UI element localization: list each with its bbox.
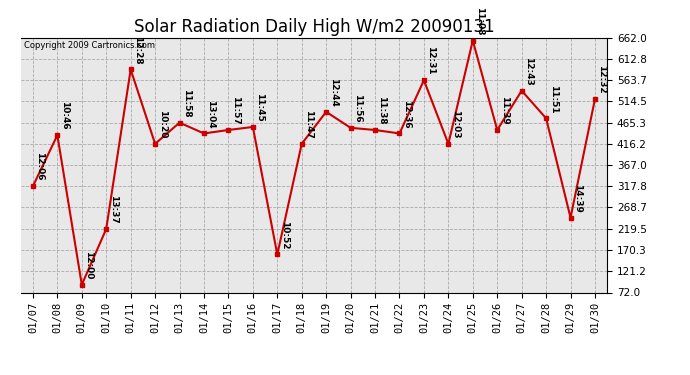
Text: 12:06: 12:06	[35, 153, 44, 181]
Text: 11:38: 11:38	[377, 96, 386, 125]
Text: 11:56: 11:56	[353, 94, 362, 123]
Text: 10:46: 10:46	[60, 101, 69, 130]
Text: 12:44: 12:44	[328, 78, 337, 106]
Text: 11:45: 11:45	[255, 93, 264, 122]
Text: 12:28: 12:28	[133, 36, 142, 64]
Text: 13:37: 13:37	[109, 195, 118, 224]
Text: 11:47: 11:47	[304, 110, 313, 139]
Text: 11:39: 11:39	[500, 96, 509, 125]
Text: 11:51: 11:51	[549, 84, 558, 113]
Text: 12:00: 12:00	[84, 251, 93, 279]
Text: 12:03: 12:03	[451, 110, 460, 139]
Text: 12:31: 12:31	[426, 46, 435, 75]
Text: 10:52: 10:52	[279, 221, 288, 249]
Title: Solar Radiation Daily High W/m2 20090131: Solar Radiation Daily High W/m2 20090131	[134, 18, 494, 36]
Text: 12:36: 12:36	[402, 100, 411, 128]
Text: 12:43: 12:43	[524, 57, 533, 86]
Text: 14:39: 14:39	[573, 184, 582, 213]
Text: 11:08: 11:08	[475, 7, 484, 35]
Text: 13:04: 13:04	[206, 100, 215, 128]
Text: 11:58: 11:58	[182, 89, 191, 117]
Text: 11:57: 11:57	[231, 96, 240, 125]
Text: 12:32: 12:32	[598, 65, 607, 94]
Text: Copyright 2009 Cartronics.com: Copyright 2009 Cartronics.com	[23, 41, 155, 50]
Text: 10:20: 10:20	[157, 110, 166, 139]
